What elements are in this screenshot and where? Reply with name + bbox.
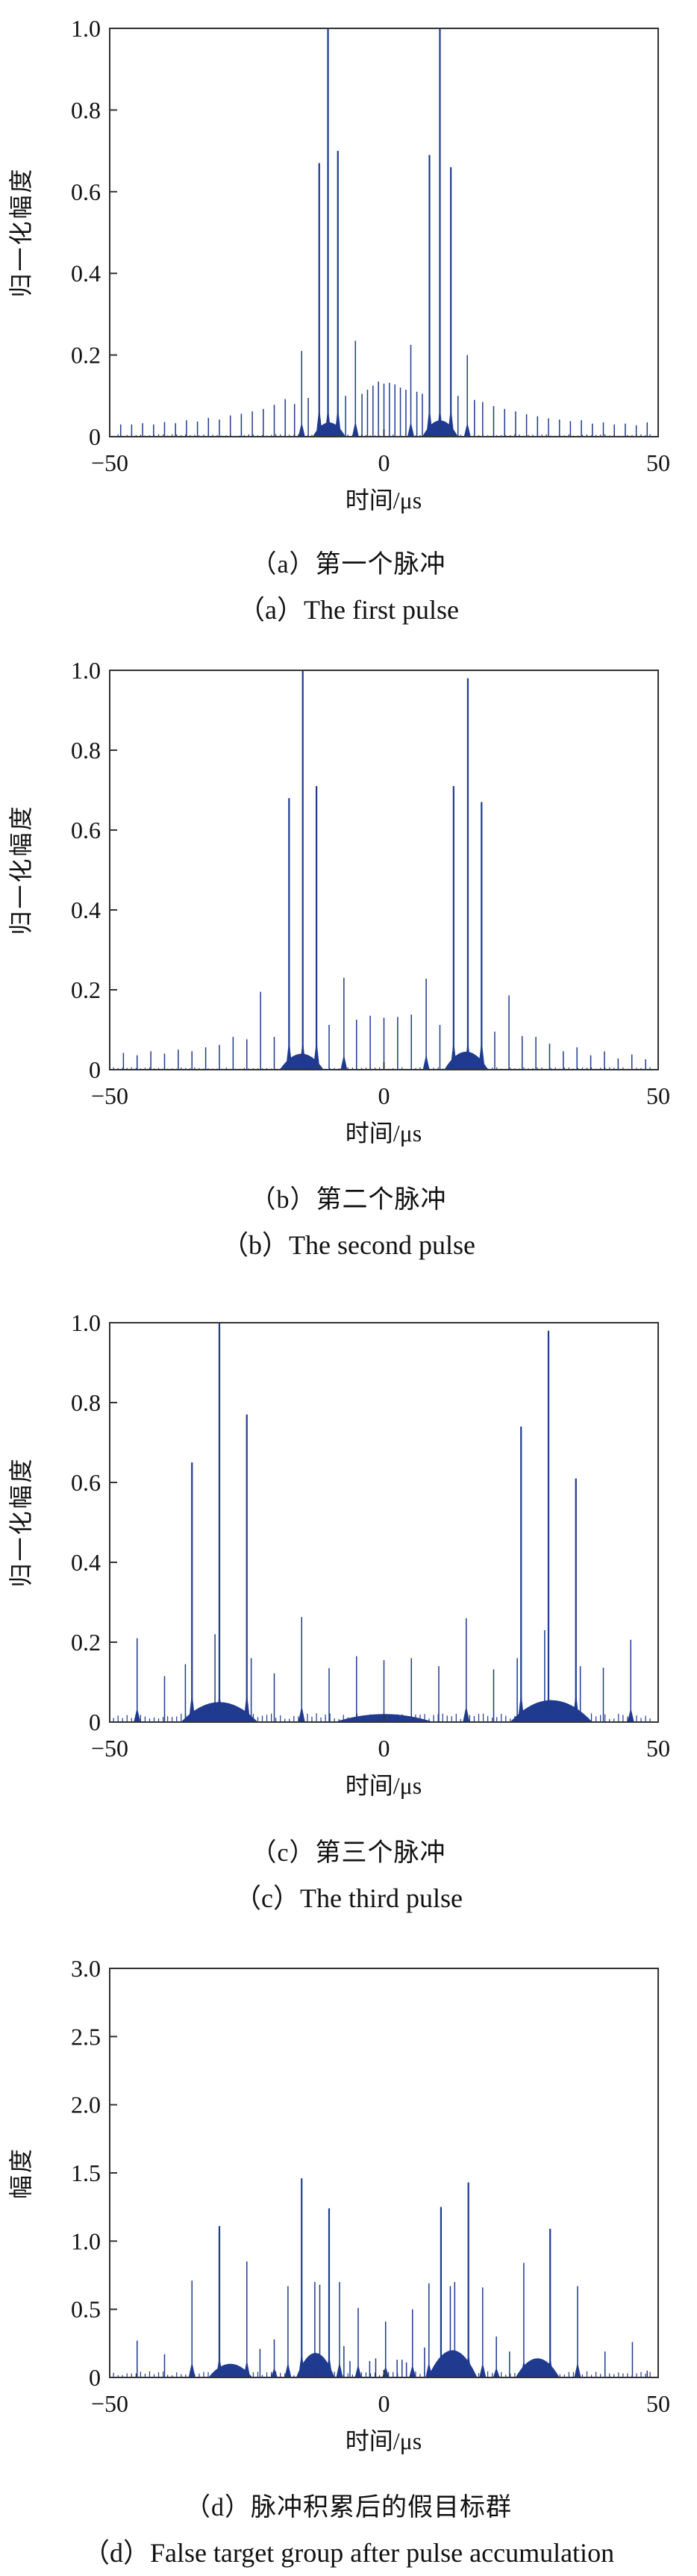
y-tick-label: 0.6 (71, 1469, 101, 1496)
plot-frame-a (109, 28, 659, 437)
x-tick-label: −50 (91, 1735, 128, 1762)
y-tick-label: 0.4 (71, 260, 101, 287)
y-tick-label: 0.4 (71, 1549, 101, 1576)
y-tick-label: 1.0 (71, 657, 101, 684)
y-axis-ticks-a: 0 0.2 0.4 0.6 0.8 1.0 (71, 15, 117, 450)
x-axis-ticks-c: −50 0 50 (91, 1715, 670, 1762)
y-tick-label: 1.0 (71, 2227, 101, 2254)
y-tick-label: 0.8 (71, 96, 101, 123)
y-axis-label-b: 归一化幅度 (7, 804, 34, 935)
caption-zh-a: （a）第一个脉冲 (251, 551, 446, 578)
caption-zh-d: （d）脉冲积累后的假目标群 (185, 2494, 512, 2522)
x-tick-label: 0 (378, 449, 390, 476)
x-tick-label: 50 (646, 1735, 670, 1762)
spikes-b (122, 670, 646, 1070)
caption-zh-b: （b）第二个脉冲 (250, 1186, 447, 1214)
caption-en-c: （c）The third pulse (234, 1883, 463, 1913)
y-tick-label: 1.5 (71, 2159, 101, 2186)
x-tick-label: −50 (91, 2390, 128, 2417)
caption-zh-c: （c）第三个脉冲 (251, 1839, 446, 1867)
y-tick-label: 0.6 (71, 817, 101, 843)
y-tick-label: 0 (89, 423, 101, 450)
plot-frame-b (109, 670, 659, 1070)
x-tick-label: 0 (378, 1735, 390, 1762)
plot-c: 00.20.40.60.81.0−50 0 50 (71, 1309, 670, 1762)
x-tick-label: 50 (646, 1082, 670, 1109)
y-axis-label-d: 幅度 (7, 2147, 34, 2200)
sidelobe-mounds-a (312, 420, 458, 437)
x-axis-ticks-b: −50 0 50 (91, 1062, 670, 1109)
sidelobe-mounds-c (181, 1700, 593, 1722)
y-tick-label: 0.4 (71, 896, 101, 923)
plot-b: 00.20.40.60.81.0−50 0 50 (71, 657, 670, 1109)
y-axis-label-c: 归一化幅度 (7, 1456, 34, 1588)
y-tick-label: 0 (89, 2364, 101, 2391)
y-tick-label: 2.0 (71, 2092, 101, 2118)
spikes-c (109, 1323, 659, 1722)
x-axis-ticks-a: −50 0 50 (91, 429, 670, 476)
y-tick-label: 0.2 (71, 342, 101, 369)
spikes-a (119, 28, 648, 437)
y-tick-label: 1.0 (71, 1309, 101, 1336)
x-axis-label-b: 时间/μs (345, 1120, 422, 1147)
caption-en-b: （b）The second pulse (222, 1230, 475, 1260)
x-tick-label: 0 (378, 2390, 390, 2417)
y-tick-label: 1.0 (71, 15, 101, 42)
x-axis-label-a: 时间/μs (345, 487, 422, 514)
x-tick-label: 50 (646, 449, 670, 476)
y-tick-label: 0 (89, 1709, 101, 1735)
y-tick-label: 0.6 (71, 178, 101, 205)
x-tick-label: −50 (91, 1082, 128, 1109)
spikes-d (137, 2178, 648, 2377)
x-axis-ticks-d: −50 0 50 (91, 2370, 670, 2417)
y-tick-label: 0.2 (71, 1629, 101, 1656)
x-tick-label: 50 (646, 2390, 670, 2417)
x-axis-label-c: 时间/μs (345, 1772, 422, 1799)
y-tick-label: 2.5 (71, 2023, 101, 2050)
caption-en-a: （a）The first pulse (238, 595, 459, 625)
y-axis-ticks-c: 0 0.2 0.4 0.6 0.8 1.0 (71, 1309, 117, 1735)
y-axis-ticks-b: 0 0.2 0.4 0.6 0.8 1.0 (71, 657, 117, 1083)
y-tick-label: 3.0 (71, 1955, 101, 1982)
y-tick-label: 0.2 (71, 976, 101, 1003)
y-axis-label-a: 归一化幅度 (7, 166, 34, 298)
plot-a: 00.20.40.60.81.0−50 0 50 (71, 15, 670, 476)
y-tick-label: 0.5 (71, 2296, 101, 2323)
y-tick-label: 0.8 (71, 1389, 101, 1416)
x-axis-label-d: 时间/μs (345, 2427, 422, 2454)
plot-d: 00.51.01.52.02.53.0−50 0 50 (71, 1955, 670, 2417)
y-tick-label: 0 (89, 1056, 101, 1083)
x-tick-label: 0 (378, 1082, 390, 1109)
y-tick-label: 0.8 (71, 737, 101, 764)
y-axis-ticks-d: 0 0.5 1.0 1.5 2.0 2.5 3.0 (71, 1955, 117, 2391)
x-tick-label: −50 (91, 449, 128, 476)
caption-en-d: （d）False target group after pulse accumu… (82, 2538, 615, 2568)
